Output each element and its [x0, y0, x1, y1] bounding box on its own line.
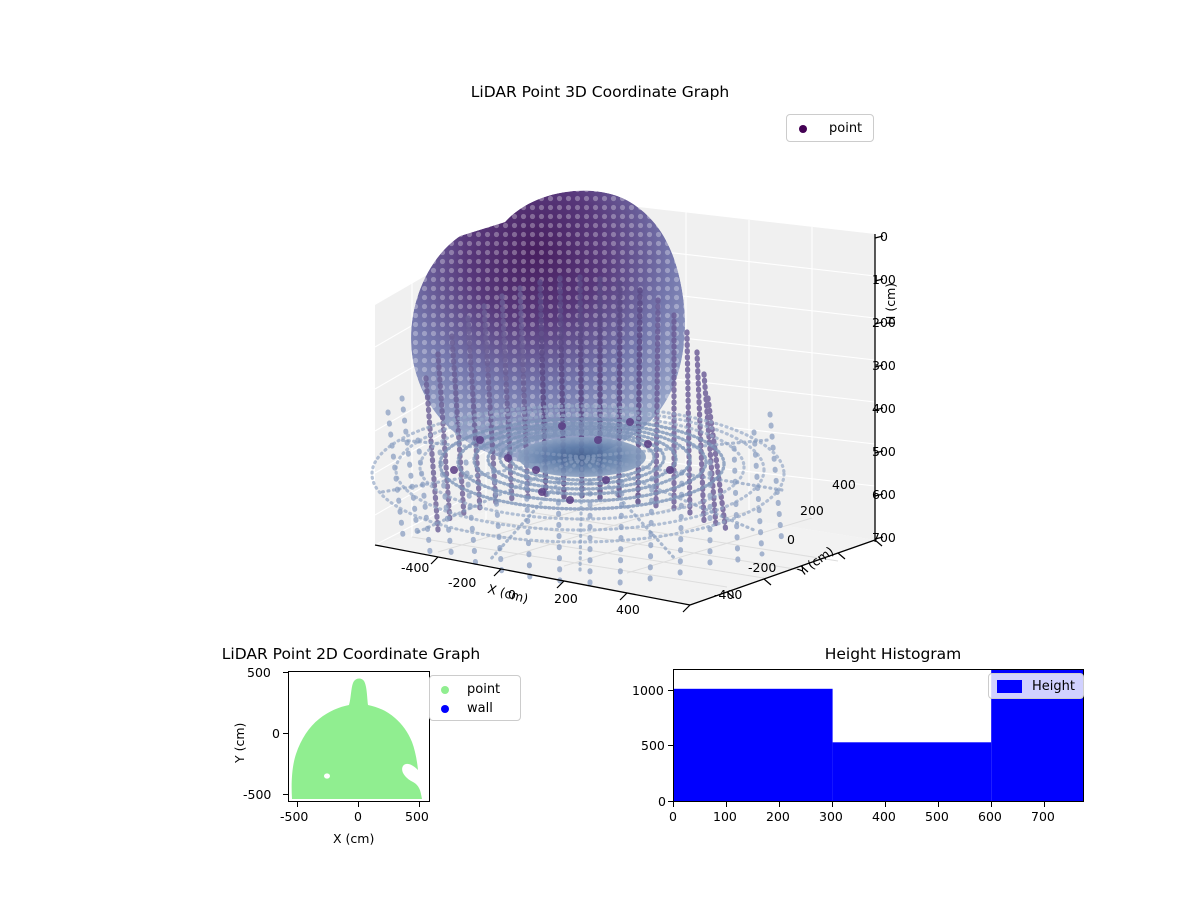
point-cloud-3d	[370, 190, 786, 595]
x-ticklabel-2d--500: -500	[280, 809, 309, 824]
x-tick-2d--500	[297, 802, 299, 807]
stray-points	[450, 418, 674, 504]
x-axis-label-2d: X (cm)	[333, 831, 375, 846]
x-tick-hist-500	[938, 802, 940, 807]
x-ticklabel-hist-0: 0	[669, 809, 677, 824]
legend-label-wall-2d: wall	[467, 701, 493, 716]
x-ticklabel-hist-600: 600	[978, 809, 1002, 824]
hist-bar-0	[674, 688, 833, 801]
y-ticklabel-hist-0: 0	[658, 794, 666, 809]
y-tick-hist-0	[668, 801, 673, 803]
z-ticklabel-500: 500	[872, 444, 896, 459]
z-ticklabel-100: 100	[872, 272, 896, 287]
z-ticklabel-200: 200	[872, 315, 896, 330]
histogram-canvas	[674, 670, 1083, 801]
panel-hist-title: Height Histogram	[824, 645, 962, 663]
z-ticklabel-600: 600	[872, 487, 896, 502]
legend-swatch-height-icon	[997, 680, 1023, 693]
z-ticklabel-300: 300	[872, 358, 896, 373]
legend-histogram[interactable]: Height	[988, 673, 1084, 699]
lidar-3d-plot	[370, 190, 884, 613]
x-ticklabel-0: 0	[508, 587, 516, 602]
x-ticklabel-2d-500: 500	[405, 809, 429, 824]
y-ticklabel-200: 200	[800, 503, 824, 518]
z-ticklabel-700: 700	[872, 530, 896, 545]
y-ticklabel-2d--500: -500	[243, 787, 272, 802]
x-ticklabel-hist-300: 300	[819, 809, 843, 824]
panel-2d-title: LiDAR Point 2D Coordinate Graph	[221, 645, 481, 663]
x-tick-hist-0	[673, 802, 675, 807]
y-ticklabel-2d-500: 500	[247, 665, 271, 680]
y-ticklabel--200: -200	[748, 560, 777, 575]
legend-marker-point-icon	[799, 124, 807, 133]
y-tick-hist-500	[668, 745, 673, 747]
legend-2d[interactable]: point wall	[429, 675, 521, 721]
x-ticklabel-2d-0: 0	[354, 809, 362, 824]
point-cloud-2d	[291, 678, 422, 799]
legend-label-height: Height	[1032, 679, 1075, 694]
x-tick-hist-100	[726, 802, 728, 807]
x-tick-hist-700	[1044, 802, 1046, 807]
x-ticklabel-hist-400: 400	[872, 809, 896, 824]
x-tick-2d-500	[419, 802, 421, 807]
x-ticklabel-hist-100: 100	[713, 809, 737, 824]
x-ticklabel-hist-500: 500	[925, 809, 949, 824]
legend-entry-wall-2d: wall	[438, 699, 512, 718]
x-ticklabel-hist-700: 700	[1031, 809, 1055, 824]
y-tick-2d-0	[283, 733, 288, 735]
y-axis-label-2d: Y (cm)	[232, 722, 247, 763]
legend-entry-height: Height	[997, 678, 1075, 695]
z-ticklabel-0: 0	[880, 229, 888, 244]
y-tickmarks	[726, 539, 883, 599]
legend-marker-point-icon-2d	[441, 685, 449, 694]
legend-entry-point-2d: point	[438, 680, 512, 699]
z-axis-label: H (cm)	[883, 282, 898, 325]
z-ticklabel-400: 400	[872, 401, 896, 416]
x-tick-hist-300	[832, 802, 834, 807]
x-ticklabel-400: 400	[616, 602, 640, 617]
legend-entry-point: point	[795, 119, 865, 138]
scatter-2d-canvas	[291, 678, 422, 799]
x-ticklabel--200: -200	[448, 575, 477, 590]
page-title: LiDAR Point 3D Coordinate Graph	[470, 83, 730, 101]
y-ticklabel-hist-1000: 1000	[632, 683, 664, 698]
axis-spines-3d	[374, 234, 876, 606]
legend-3d[interactable]: point	[786, 114, 874, 142]
floor-rings	[370, 404, 786, 574]
y-tick-2d--500	[283, 794, 288, 796]
y-ticklabel-0: 0	[787, 532, 795, 547]
x-tick-hist-600	[991, 802, 993, 807]
x-tick-hist-200	[779, 802, 781, 807]
y-ticklabel-hist-500: 500	[641, 738, 665, 753]
height-histogram-plot[interactable]	[673, 669, 1084, 802]
lidar-2d-plot[interactable]	[288, 671, 430, 802]
y-tick-hist-1000	[668, 690, 673, 692]
y-ticklabel-400: 400	[832, 477, 856, 492]
x-tickmarks	[430, 556, 691, 613]
y-tick-2d-500	[283, 672, 288, 674]
y-ticklabel--400: -400	[714, 587, 743, 602]
x-tick-2d-0	[358, 802, 360, 807]
x-ticklabel-200: 200	[554, 591, 578, 606]
legend-marker-wall-icon-2d	[441, 704, 449, 713]
legend-label-point: point	[829, 121, 863, 136]
x-ticklabel-hist-200: 200	[766, 809, 790, 824]
z-tickmarks	[874, 235, 884, 540]
y-ticklabel-2d-0: 0	[272, 726, 280, 741]
hist-bar-1	[832, 742, 992, 801]
cloud-gap	[324, 773, 330, 779]
x-tick-hist-400	[885, 802, 887, 807]
legend-label-point-2d: point	[467, 682, 501, 697]
x-ticklabel--400: -400	[401, 560, 430, 575]
